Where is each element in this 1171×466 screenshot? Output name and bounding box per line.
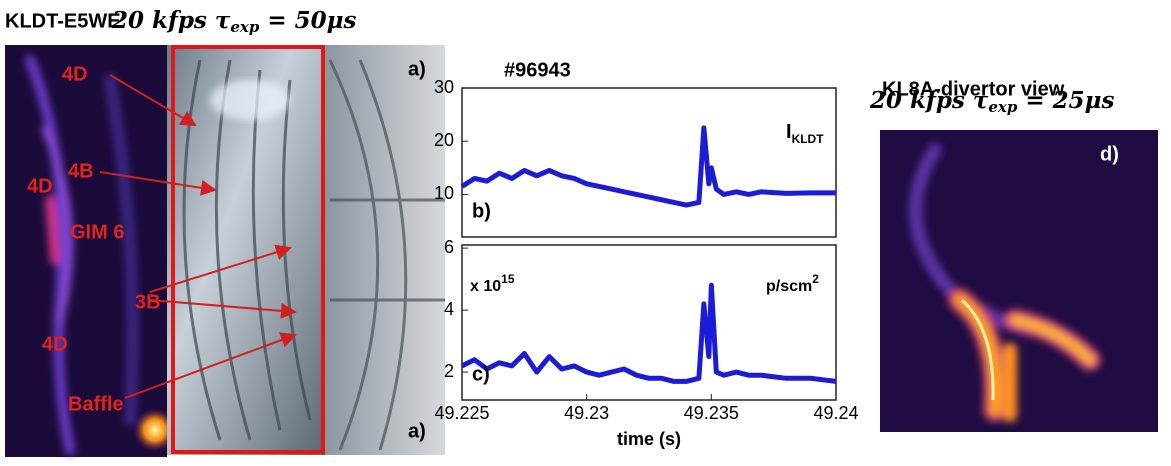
plot-frame <box>461 87 837 238</box>
y-tick-label: 20 <box>434 130 454 150</box>
math-sub: exp <box>988 98 1017 116</box>
x-tick-label: 49.23 <box>564 403 609 423</box>
arrows <box>99 74 297 399</box>
left-math: 20 kfps τexp = 50μs <box>111 7 356 36</box>
math-pre: 20 kfps τ <box>869 87 989 114</box>
panel-label: c) <box>472 363 490 385</box>
x-axis-label: time (s) <box>617 429 681 449</box>
x-tick-label: 49.235 <box>684 403 739 423</box>
math-post: = 25μs <box>1017 87 1114 114</box>
y-tick-label: 6 <box>444 237 454 257</box>
y-tick-label: 2 <box>444 361 454 381</box>
image-label: 4D <box>27 175 53 197</box>
annotation-sup: 2 <box>812 272 819 286</box>
divertor-image <box>880 130 1158 432</box>
right-title: KL8A-divertor view <box>882 78 1065 100</box>
left-title: KLDT-E5WE <box>5 10 121 32</box>
y-tick-label: 30 <box>434 77 454 97</box>
right-math: 20 kfps τexp = 25μs <box>869 87 1114 116</box>
data-line <box>460 282 837 384</box>
panel-label: b) <box>472 200 491 222</box>
annotation: x 1015 <box>470 272 515 295</box>
image-label: Baffle <box>68 393 124 415</box>
annotation-sub: KLDT <box>792 132 825 146</box>
image-label: 4D <box>62 63 88 85</box>
y-tick-label: 10 <box>434 183 454 203</box>
camera-image <box>5 45 445 457</box>
data-line <box>460 125 836 208</box>
x-tick-label: 49.225 <box>434 403 489 423</box>
panel-label: a) <box>408 420 426 442</box>
panel-label: d) <box>1100 143 1119 165</box>
annotation-text: p/scm <box>766 278 812 295</box>
math-pre: 20 kfps τ <box>111 7 231 34</box>
image-label: 3B <box>135 291 161 313</box>
annotation: IKLDT <box>786 121 824 146</box>
image-label: 4D <box>42 333 68 355</box>
plot-frame <box>461 244 837 401</box>
annotation-sup: 15 <box>501 272 515 286</box>
x-tick-label: 49.24 <box>813 403 858 423</box>
chart-title: #96943 <box>504 59 571 81</box>
annotation: p/scm2 <box>766 272 819 295</box>
annotation-text: x 10 <box>470 278 501 295</box>
math-post: = 50μs <box>259 7 356 34</box>
annotation-text: I <box>786 121 792 143</box>
image-label: GIM 6 <box>70 221 124 243</box>
math-sub: exp <box>230 18 259 36</box>
y-tick-label: 4 <box>444 299 454 319</box>
panel-label: a) <box>408 58 426 80</box>
image-label: 4B <box>68 160 94 182</box>
